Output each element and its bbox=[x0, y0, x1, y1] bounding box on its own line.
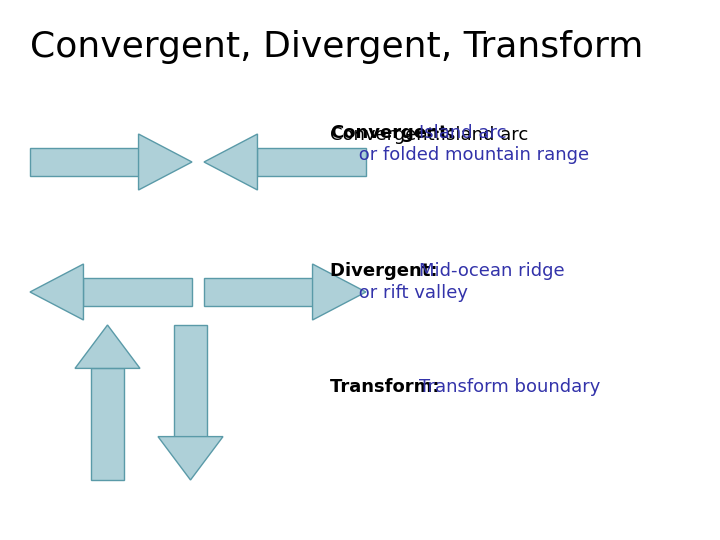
Text: Mid-ocean ridge: Mid-ocean ridge bbox=[418, 262, 564, 280]
Text: Island arc: Island arc bbox=[418, 124, 506, 142]
Text: Convergent:: Convergent: bbox=[330, 124, 454, 142]
Text: Transform:: Transform: bbox=[330, 379, 446, 396]
Text: Convergent, Divergent, Transform: Convergent, Divergent, Transform bbox=[30, 30, 644, 64]
Polygon shape bbox=[138, 134, 192, 190]
Text: or rift valley: or rift valley bbox=[330, 284, 468, 302]
Bar bbox=[30, 148, 138, 176]
Polygon shape bbox=[30, 264, 84, 320]
Text: Convergent:Island arc: Convergent:Island arc bbox=[330, 126, 528, 144]
Polygon shape bbox=[75, 325, 140, 368]
Bar bbox=[84, 278, 192, 306]
Text: or folded mountain range: or folded mountain range bbox=[330, 146, 589, 164]
Bar bbox=[91, 368, 124, 480]
Text: Transform boundary: Transform boundary bbox=[418, 379, 600, 396]
Polygon shape bbox=[312, 264, 366, 320]
Text: Divergent:: Divergent: bbox=[330, 262, 444, 280]
Bar bbox=[174, 325, 207, 437]
Polygon shape bbox=[158, 437, 223, 480]
Bar bbox=[204, 278, 312, 306]
Polygon shape bbox=[204, 134, 258, 190]
Bar bbox=[258, 148, 366, 176]
